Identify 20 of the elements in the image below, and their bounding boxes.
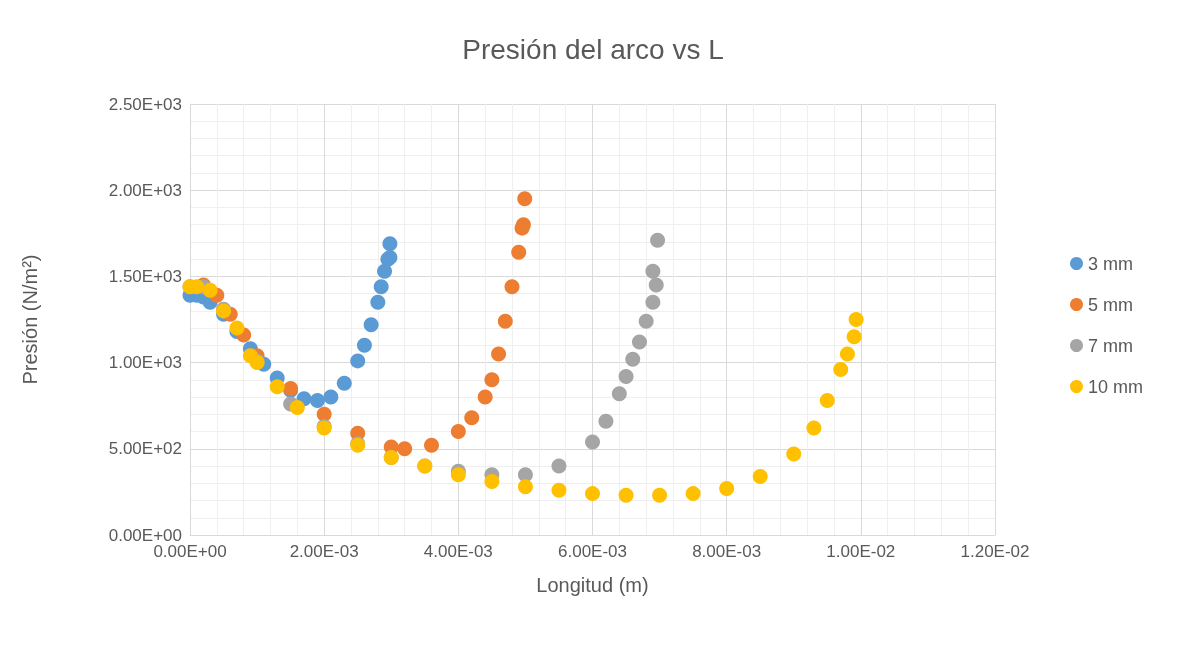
y-tick-label: 2.50E+03	[108, 94, 182, 114]
x-axis-title: Longitud (m)	[536, 574, 649, 596]
x-tick-label: 6.00E-03	[558, 542, 627, 561]
y-tick-label: 1.00E+03	[108, 353, 182, 373]
y-tick-label: 5.00E+02	[108, 439, 182, 459]
y-axis-title: Presión (N/m²)	[19, 254, 41, 385]
x-tick-label: 1.00E-02	[826, 542, 896, 561]
legend-label: 10 mm	[1088, 376, 1144, 397]
legend-label: 7 mm	[1088, 335, 1133, 356]
x-tick-label: 4.00E-03	[423, 542, 493, 561]
chart-title: Presión del arco vs L	[462, 33, 724, 65]
x-tick-label: 8.00E-03	[692, 542, 762, 561]
legend-label: 5 mm	[1088, 294, 1133, 315]
y-tick-label: 2.00E+03	[108, 180, 182, 200]
y-tick-label: 1.50E+03	[108, 266, 182, 286]
x-tick-label: 2.00E-03	[289, 542, 359, 561]
x-tick-label: 1.20E-02	[960, 542, 1030, 561]
x-tick-label: 0.00E+00	[153, 542, 227, 561]
y-tick-label: 0.00E+00	[108, 525, 182, 545]
legend-label: 3 mm	[1088, 253, 1133, 274]
